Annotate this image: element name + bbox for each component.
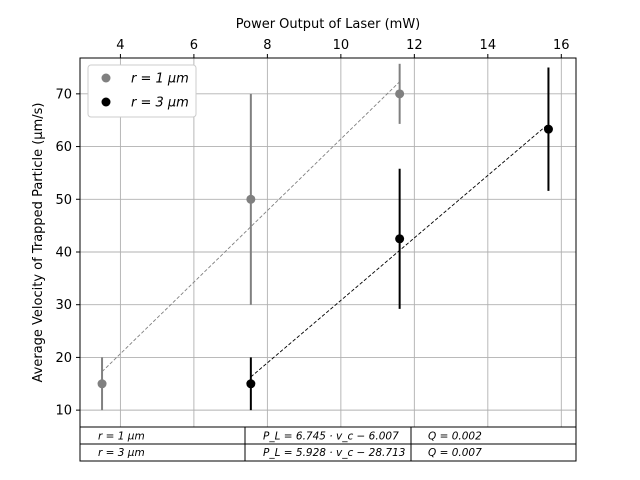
y-tick-label: 10: [55, 404, 72, 419]
y-ticks: 10 20 30 40 50 60 70: [55, 87, 80, 419]
y-tick-label: 30: [55, 298, 72, 313]
x-tick-label: 10: [333, 38, 350, 53]
legend-marker-r3: [101, 97, 111, 107]
x-ticks: 4 6 8 10 12 14 16: [116, 38, 570, 58]
legend-box: [87, 64, 197, 118]
data-point-r1: [395, 89, 405, 99]
y-tick-label: 60: [55, 140, 72, 155]
data-point-r3: [543, 124, 553, 134]
x-axis-label: Power Output of Laser (mW): [236, 17, 421, 32]
table-cell-r3-q: Q = 0.007: [428, 447, 482, 459]
table-cell-r1-label: r = 1 μm: [98, 431, 145, 443]
data-point-r3: [246, 379, 256, 389]
data-points: [97, 89, 553, 389]
x-tick-label: 4: [116, 38, 124, 53]
legend-label-r1: r = 1 μm: [131, 72, 189, 87]
table-cell-r1-q: Q = 0.002: [428, 431, 482, 443]
x-tick-label: 14: [480, 38, 497, 53]
fit-table: r = 1 μm P_L = 6.745 · v_c − 6.007 Q = 0…: [79, 426, 577, 462]
data-point-r3: [395, 234, 405, 244]
table-cell-r3-fit: P_L = 5.928 · v_c − 28.713: [263, 447, 405, 459]
data-point-r1: [97, 379, 107, 389]
legend: r = 1 μm r = 3 μm: [87, 64, 197, 118]
x-tick-label: 12: [406, 38, 423, 53]
y-tick-label: 50: [55, 193, 72, 208]
fit-lines: [101, 81, 549, 378]
y-tick-label: 70: [55, 87, 72, 102]
legend-marker-r1: [101, 73, 111, 83]
legend-label-r3: r = 3 μm: [131, 96, 189, 111]
x-tick-label: 16: [553, 38, 570, 53]
grid: [80, 58, 576, 427]
fit-line-r1: [101, 81, 400, 372]
x-tick-label: 8: [263, 38, 271, 53]
x-tick-label: 6: [190, 38, 198, 53]
data-point-r1: [246, 194, 256, 204]
table-cell-r1-fit: P_L = 6.745 · v_c − 6.007: [263, 431, 399, 443]
y-axis-label: Average Velocity of Trapped Particle (μm…: [31, 103, 46, 383]
y-tick-label: 20: [55, 351, 72, 366]
table-cell-r3-label: r = 3 μm: [98, 447, 145, 459]
y-tick-label: 40: [55, 245, 72, 260]
